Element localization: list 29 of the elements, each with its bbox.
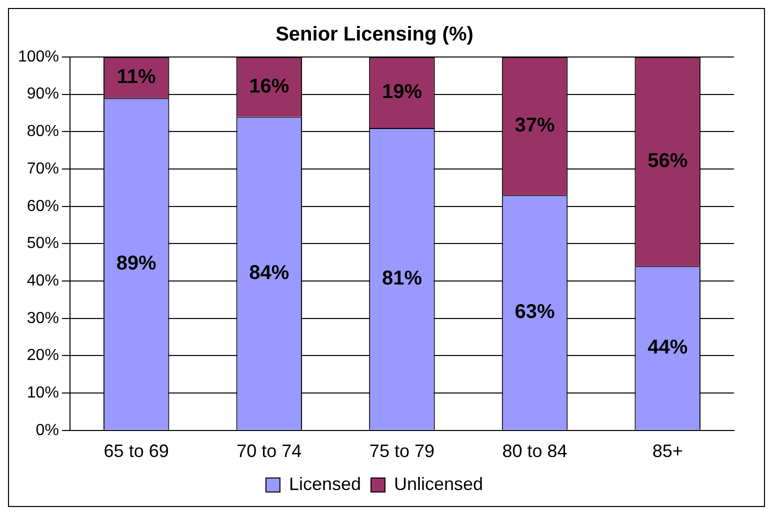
- y-tick-label: 0%: [36, 422, 59, 439]
- chart-title: Senior Licensing (%): [276, 24, 474, 46]
- data-label: 16%: [249, 75, 290, 98]
- x-tick-label: 75 to 79: [369, 441, 434, 462]
- data-label: 11%: [116, 66, 156, 88]
- data-label: 44%: [648, 336, 688, 359]
- data-label: 56%: [648, 150, 688, 172]
- y-tick-label: 10%: [26, 384, 59, 402]
- data-label: 81%: [382, 267, 422, 290]
- y-tick-label: 90%: [26, 86, 59, 103]
- data-label: 84%: [249, 262, 290, 284]
- y-tick-label: 100%: [18, 48, 59, 66]
- data-label: 89%: [116, 252, 157, 275]
- y-tick-label: 20%: [26, 347, 59, 364]
- data-label: 37%: [514, 114, 556, 137]
- y-tick-label: 40%: [26, 272, 59, 290]
- x-tick-label: 65 to 69: [104, 441, 169, 462]
- y-tick-label: 30%: [26, 310, 59, 327]
- y-tick-label: 80%: [26, 123, 59, 140]
- x-tick-label: 85+: [652, 441, 683, 462]
- data-label: 19%: [382, 80, 422, 103]
- x-tick-label: 70 to 74: [236, 441, 302, 462]
- data-label: 63%: [514, 301, 556, 324]
- x-tick-label: 80 to 84: [502, 441, 568, 462]
- legend-label: Licensed: [288, 474, 362, 494]
- y-tick-label: 50%: [26, 235, 59, 252]
- y-tick-label: 70%: [26, 160, 59, 178]
- legend-label: Unlicensed: [394, 474, 484, 494]
- y-tick-label: 60%: [26, 198, 59, 215]
